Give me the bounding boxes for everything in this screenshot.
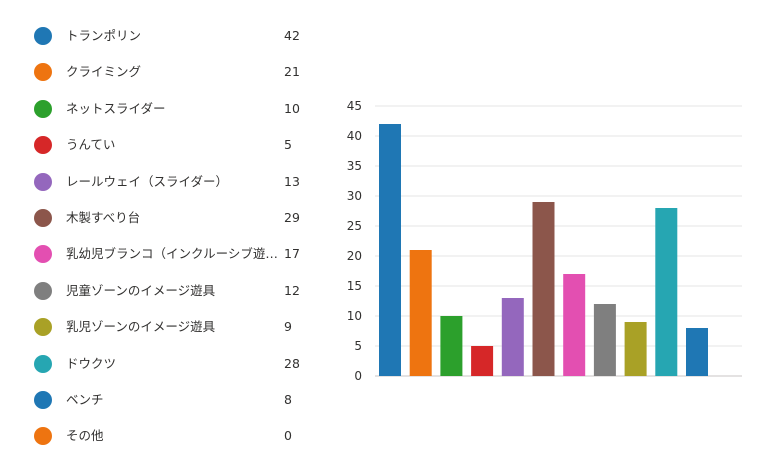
- legend-value: 8: [284, 392, 292, 407]
- y-tick-label: 0: [354, 369, 362, 383]
- y-tick-label: 25: [347, 219, 362, 233]
- legend-label: ベンチ: [66, 392, 104, 407]
- legend-label: 乳児ゾーンのイメージ遊具: [66, 319, 216, 335]
- legend-label: ドウクツ: [66, 355, 117, 371]
- y-tick-label: 10: [347, 309, 362, 323]
- legend-color-dot: [34, 209, 52, 227]
- legend-item[interactable]: 木製すべり台 29: [0, 200, 320, 236]
- legend-item[interactable]: 乳児ゾーンのイメージ遊具 9: [0, 309, 320, 345]
- legend-label: 乳幼児ブランコ（インクルーシブ遊具...: [66, 246, 278, 262]
- legend-value: 0: [284, 428, 292, 444]
- bar[interactable]: [409, 250, 432, 376]
- bar[interactable]: [471, 346, 494, 376]
- legend-value: 5: [284, 137, 292, 153]
- y-tick-label: 5: [354, 339, 362, 353]
- legend-label: トランポリン: [66, 28, 142, 43]
- legend-label: レールウェイ（スライダー）: [66, 173, 229, 189]
- y-tick-label: 20: [347, 249, 362, 263]
- bar[interactable]: [593, 304, 616, 376]
- legend-item[interactable]: 乳幼児ブランコ（インクルーシブ遊具... 17: [0, 236, 320, 272]
- bar[interactable]: [563, 274, 586, 376]
- legend-color-dot: [34, 245, 52, 264]
- bar[interactable]: [624, 322, 647, 376]
- bar[interactable]: [501, 298, 524, 376]
- legend-label: ネットスライダー: [66, 100, 166, 116]
- legend-item[interactable]: その他 0: [0, 418, 320, 454]
- legend-color-dot: [34, 136, 52, 155]
- legend-color-dot: [34, 27, 52, 45]
- legend-value: 9: [284, 319, 292, 335]
- legend-label: クライミング: [66, 64, 142, 80]
- legend-item[interactable]: レールウェイ（スライダー） 13: [0, 164, 320, 200]
- legend-item[interactable]: トランポリン 42: [0, 18, 320, 54]
- legend-color-dot: [34, 63, 52, 82]
- y-tick-label: 35: [347, 159, 362, 173]
- legend-color-dot: [34, 391, 52, 409]
- y-tick-label: 40: [347, 129, 362, 143]
- legend-color-dot: [34, 427, 52, 446]
- y-tick-label: 45: [347, 99, 362, 113]
- bar-chart: 0 5 10 15 20 25 30 35 40 45: [347, 99, 742, 383]
- legend-value: 13: [284, 173, 300, 189]
- legend-color-dot: [34, 354, 52, 373]
- legend-item[interactable]: ドウクツ 28: [0, 346, 320, 382]
- bar[interactable]: [379, 124, 401, 376]
- grid-lines: [375, 105, 742, 377]
- bar[interactable]: [686, 328, 708, 376]
- legend-label: 木製すべり台: [66, 210, 141, 225]
- legend-color-dot: [34, 318, 52, 337]
- bar[interactable]: [655, 208, 678, 376]
- y-tick-label: 30: [347, 189, 362, 203]
- y-axis-ticks: 0 5 10 15 20 25 30 35 40 45: [347, 99, 362, 383]
- legend-item[interactable]: ベンチ 8: [0, 382, 320, 418]
- bar[interactable]: [440, 316, 463, 376]
- legend-value: 12: [284, 282, 300, 298]
- legend-value: 42: [284, 28, 300, 43]
- legend-item[interactable]: ネットスライダー 10: [0, 91, 320, 127]
- legend-label: その他: [66, 428, 104, 444]
- bar[interactable]: [532, 202, 555, 376]
- legend-label: うんてい: [66, 137, 116, 153]
- legend-item[interactable]: クライミング 21: [0, 54, 320, 90]
- legend-value: 28: [284, 355, 300, 371]
- bars: [379, 124, 708, 376]
- legend-color-dot: [34, 172, 52, 191]
- legend-value: 17: [284, 246, 300, 262]
- y-tick-label: 15: [347, 279, 362, 293]
- legend-item[interactable]: うんてい 5: [0, 127, 320, 163]
- legend-value: 10: [284, 100, 300, 116]
- legend-value: 21: [284, 64, 300, 80]
- legend: トランポリン 42 クライミング 21 ネットスライダー 10 うんてい 5 レールウェイ（スラ…: [0, 0, 320, 473]
- legend-value: 29: [284, 210, 300, 225]
- legend-label: 児童ゾーンのイメージ遊具: [66, 282, 216, 298]
- legend-color-dot: [34, 99, 52, 118]
- legend-item[interactable]: 児童ゾーンのイメージ遊具 12: [0, 273, 320, 309]
- legend-color-dot: [34, 281, 52, 300]
